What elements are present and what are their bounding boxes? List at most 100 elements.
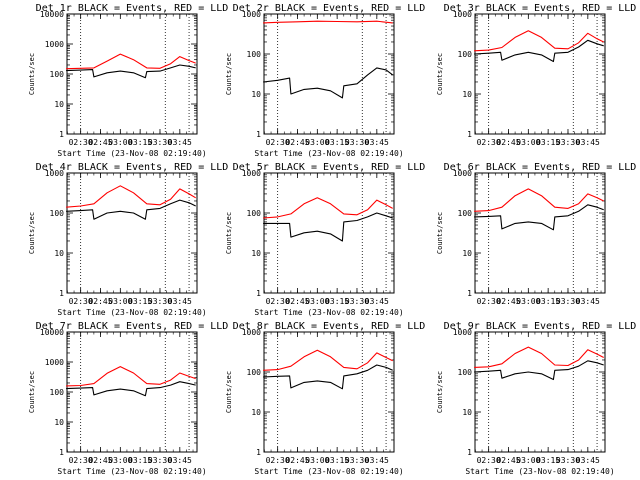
lld-series-line [263, 197, 393, 219]
x-tick-label: 02:45 [285, 138, 309, 147]
x-tick-label: 02:45 [496, 297, 520, 306]
y-tick-label: 1 [59, 289, 64, 298]
y-tick-label: 1 [467, 448, 472, 457]
x-tick-label: 02:30 [266, 138, 290, 147]
x-tick-label: 02:30 [266, 456, 290, 465]
plot-frame [263, 172, 395, 294]
events-series-line [263, 67, 394, 99]
y-tick-label: 1000 [45, 40, 64, 49]
events-series-line [66, 64, 196, 79]
x-tick-label: 03:45 [168, 456, 192, 465]
y-tick-label: 10 [251, 249, 261, 258]
x-tick-label: 03:30 [148, 456, 172, 465]
x-tick-label: 03:30 [148, 138, 172, 147]
x-tick-label: 02:45 [285, 297, 309, 306]
y-axis-label: Counts/sec [225, 371, 233, 413]
y-tick-label: 1000 [453, 10, 472, 19]
lld-series-line [263, 20, 393, 24]
x-tick-label: 03:45 [365, 297, 389, 306]
y-tick-label: 1000 [242, 328, 261, 337]
y-tick-label: 10 [462, 249, 472, 258]
panel-det-9: Det 9r BLACK = Events, RED = LLD 1 10 100 10… [436, 321, 636, 476]
x-tick-label: 02:45 [285, 456, 309, 465]
x-tick-label: 03:00 [516, 297, 540, 306]
lld-series-line [66, 185, 196, 208]
y-tick-label: 1 [256, 448, 261, 457]
x-axis-label: Start Time (23-Nov-08 02:19:40) [254, 149, 403, 158]
x-tick-label: 02:30 [477, 297, 501, 306]
y-tick-label: 1000 [242, 169, 261, 178]
x-tick-label: 03:15 [325, 138, 349, 147]
x-tick-label: 03:15 [325, 297, 349, 306]
y-tick-label: 100 [458, 50, 473, 59]
x-tick-label: 03:45 [576, 456, 600, 465]
x-tick-label: 03:15 [128, 138, 152, 147]
y-tick-label: 1000 [242, 10, 261, 19]
x-tick-label: 03:15 [325, 456, 349, 465]
x-tick-label: 02:30 [477, 138, 501, 147]
panel-title: Det 7r BLACK = Events, RED = LLD [36, 321, 229, 332]
x-tick-label: 02:30 [477, 456, 501, 465]
x-tick-label: 03:30 [556, 456, 580, 465]
y-tick-label: 10 [462, 408, 472, 417]
x-tick-label: 02:45 [88, 297, 112, 306]
panel-det-2: Det 2r BLACK = Events, RED = LLD 1 10 100 10… [225, 3, 425, 158]
panel-det-8: Det 8r BLACK = Events, RED = LLD 1 10 100 10… [225, 321, 425, 476]
y-tick-label: 1000 [45, 358, 64, 367]
x-tick-label: 03:15 [128, 456, 152, 465]
y-axis-label: Counts/sec [436, 53, 444, 95]
x-tick-label: 03:30 [345, 138, 369, 147]
x-tick-label: 03:15 [536, 138, 560, 147]
x-tick-label: 03:00 [108, 138, 132, 147]
y-tick-label: 100 [50, 388, 65, 397]
lld-series-line [66, 53, 196, 70]
x-tick-label: 03:00 [516, 138, 540, 147]
plot-frame [263, 331, 395, 453]
panel-title: Det 5r BLACK = Events, RED = LLD [233, 162, 426, 173]
y-tick-label: 100 [247, 50, 262, 59]
y-axis-label: Counts/sec [28, 53, 36, 95]
x-tick-label: 02:30 [69, 297, 93, 306]
y-tick-label: 10 [54, 100, 64, 109]
y-tick-label: 1 [256, 289, 261, 298]
panel-title: Det 8r BLACK = Events, RED = LLD [233, 321, 426, 332]
events-series-line [66, 199, 196, 220]
panel-det-7: Det 7r BLACK = Events, RED = LLD 1 10 100 10… [28, 321, 228, 476]
y-tick-label: 10 [54, 418, 64, 427]
x-tick-label: 03:00 [305, 138, 329, 147]
x-tick-label: 03:00 [108, 456, 132, 465]
y-tick-label: 100 [458, 368, 473, 377]
y-tick-label: 1000 [45, 169, 64, 178]
lld-series-line [474, 346, 604, 368]
y-tick-label: 10 [54, 249, 64, 258]
events-series-line [263, 364, 393, 390]
events-series-line [474, 39, 604, 63]
y-tick-label: 1 [59, 448, 64, 457]
panel-det-1: Det 1r BLACK = Events, RED = LLD 1 10 100 10… [28, 3, 228, 158]
x-axis-label: Start Time (23-Nov-08 02:19:40) [57, 467, 206, 476]
y-tick-label: 10 [251, 90, 261, 99]
plot-frame [474, 13, 606, 135]
x-tick-label: 03:45 [365, 138, 389, 147]
panel-det-5: Det 5r BLACK = Events, RED = LLD 1 10 100 10… [225, 162, 425, 317]
panel-title: Det 2r BLACK = Events, RED = LLD [233, 3, 426, 14]
lld-series-line [66, 366, 196, 387]
y-axis-label: Counts/sec [225, 53, 233, 95]
x-tick-label: 03:15 [128, 297, 152, 306]
events-series-line [474, 360, 604, 381]
y-tick-label: 10000 [40, 328, 64, 337]
x-tick-label: 02:45 [88, 138, 112, 147]
y-tick-label: 1000 [453, 328, 472, 337]
x-tick-label: 02:30 [266, 297, 290, 306]
y-axis-label: Counts/sec [225, 212, 233, 254]
y-tick-label: 1 [256, 130, 261, 139]
panel-title: Det 4r BLACK = Events, RED = LLD [36, 162, 229, 173]
lld-series-line [474, 188, 604, 212]
panel-det-4: Det 4r BLACK = Events, RED = LLD 1 10 100 10… [28, 162, 228, 317]
x-tick-label: 02:45 [496, 456, 520, 465]
panel-det-3: Det 3r BLACK = Events, RED = LLD 1 10 100 10… [436, 3, 636, 147]
y-tick-label: 10 [251, 408, 261, 417]
x-axis-label: Start Time (23-Nov-08 02:19:40) [254, 467, 403, 476]
x-tick-label: 03:45 [168, 138, 192, 147]
